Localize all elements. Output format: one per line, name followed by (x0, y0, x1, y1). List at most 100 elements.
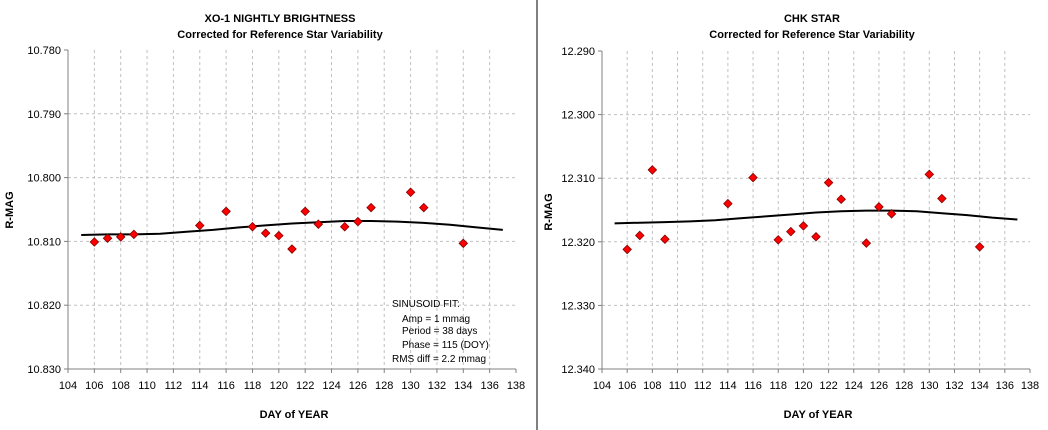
y-tick-label: 12.300 (561, 110, 595, 122)
data-point (353, 216, 363, 227)
annotation-line-3: Phase = 115 (DOY) (402, 340, 489, 351)
x-tick-label: 120 (270, 380, 288, 392)
data-point (366, 202, 376, 213)
data-point (418, 202, 429, 213)
sinusoid-fit-line (614, 209, 1018, 225)
x-tick-label: 132 (945, 380, 963, 392)
plot-area: 104 106 108 110 112 114 116 118 120 122 124 126 128 1… (27, 45, 525, 392)
x-axis-label: DAY of YEAR (260, 409, 329, 421)
data-point (886, 209, 897, 219)
y-tick-label: 10.800 (27, 173, 61, 185)
y-tick-label: 10.820 (27, 300, 61, 312)
x-tick-label: 124 (322, 380, 340, 392)
data-point (723, 198, 733, 209)
y-axis-label: R-MAG (543, 193, 555, 230)
data-point (786, 226, 796, 237)
y-tick-label: 10.810 (27, 236, 61, 248)
x-tick-label: 138 (507, 380, 525, 392)
data-point (274, 230, 284, 241)
annotation-line-1: Amp = 1 mmag (402, 314, 470, 325)
x-tick-label: 112 (694, 380, 712, 392)
x-tick-label: 128 (375, 380, 393, 392)
data-point (102, 233, 113, 243)
x-tick-label: 122 (819, 380, 837, 392)
x-tick-label: 104 (593, 380, 611, 392)
data-point (861, 238, 872, 248)
annotation-line-4: RMS diff = 2.2 mmag (392, 354, 486, 365)
x-tick-label: 116 (217, 380, 235, 392)
data-point (647, 165, 658, 175)
x-tick-label: 114 (191, 380, 209, 392)
right-chart: 104 106 108 110 112 114 116 118 120 122 124 126 128 1… (543, 13, 1039, 421)
data-point (924, 169, 935, 180)
x-tick-label: 130 (401, 380, 419, 392)
chart-title: XO-1 NIGHTLY BRIGHTNESS (205, 13, 356, 25)
data-point (458, 238, 469, 249)
chart-title: CHK STAR (784, 13, 840, 25)
x-tick-label: 120 (794, 380, 812, 392)
x-tick-label: 108 (112, 380, 130, 392)
y-tick-label: 12.330 (561, 300, 595, 312)
data-point (974, 242, 985, 252)
y-tick-label: 10.780 (27, 45, 61, 57)
x-tick-label: 106 (85, 380, 103, 392)
data-point (260, 228, 271, 238)
data-point (405, 187, 416, 198)
y-tick-label: 10.830 (27, 364, 61, 376)
data-point (811, 231, 821, 242)
sinusoid-fit-annotation: SINUSOID FIT: Amp = 1 mmag Period = 38 d… (392, 299, 489, 365)
x-tick-label: 110 (669, 380, 687, 392)
y-tick-label: 12.290 (561, 46, 595, 58)
sinusoid-fit-line (81, 220, 503, 236)
x-axis-label: DAY of YEAR (784, 409, 853, 421)
data-point (874, 202, 884, 212)
data-point (194, 220, 205, 231)
x-tick-label: 134 (454, 380, 472, 392)
x-tick-label: 104 (59, 380, 77, 392)
data-point (634, 230, 645, 241)
data-point (300, 206, 310, 217)
data-point (89, 237, 100, 247)
data-point (798, 221, 809, 231)
annotation-line-2: Period = 38 days (402, 326, 477, 337)
annotation-line-0: SINUSOID FIT: (392, 299, 460, 310)
data-point (313, 219, 324, 229)
x-tick-label: 132 (428, 380, 446, 392)
x-tick-label: 134 (970, 380, 988, 392)
x-tick-label: 136 (480, 380, 498, 392)
data-point (339, 221, 350, 232)
data-point (115, 232, 126, 242)
x-tick-label: 128 (895, 380, 913, 392)
chart-subtitle: Corrected for Reference Star Variability (177, 29, 383, 41)
y-tick-label: 10.790 (27, 109, 61, 121)
x-tick-label: 112 (165, 380, 183, 392)
y-tick-label: 12.320 (561, 237, 595, 249)
x-tick-label: 124 (845, 380, 863, 392)
x-tick-label: 136 (996, 380, 1014, 392)
data-point (823, 177, 834, 188)
y-tick-label: 12.340 (561, 364, 595, 376)
x-tick-label: 108 (643, 380, 661, 392)
x-tick-label: 118 (244, 380, 262, 392)
x-tick-label: 138 (1021, 380, 1039, 392)
x-tick-label: 110 (138, 380, 156, 392)
x-tick-label: 126 (870, 380, 888, 392)
data-point (748, 172, 758, 183)
left-chart: 104 106 108 110 112 114 116 118 120 122 124 126 128 1… (4, 13, 525, 421)
data-point (836, 194, 846, 204)
data-point (287, 244, 297, 254)
x-tick-label: 122 (296, 380, 314, 392)
chart-subtitle: Corrected for Reference Star Variability (709, 29, 915, 41)
data-point (221, 206, 231, 217)
y-tick-label: 12.310 (561, 173, 595, 185)
x-tick-label: 116 (744, 380, 762, 392)
x-tick-label: 126 (349, 380, 367, 392)
data-point (937, 193, 947, 204)
x-tick-label: 130 (920, 380, 938, 392)
data-point (247, 221, 258, 232)
y-axis-label: R-MAG (4, 191, 16, 228)
plot-area: 104 106 108 110 112 114 116 118 120 122 124 126 128 1… (561, 46, 1039, 392)
data-point (622, 244, 632, 255)
data-point (773, 235, 784, 245)
